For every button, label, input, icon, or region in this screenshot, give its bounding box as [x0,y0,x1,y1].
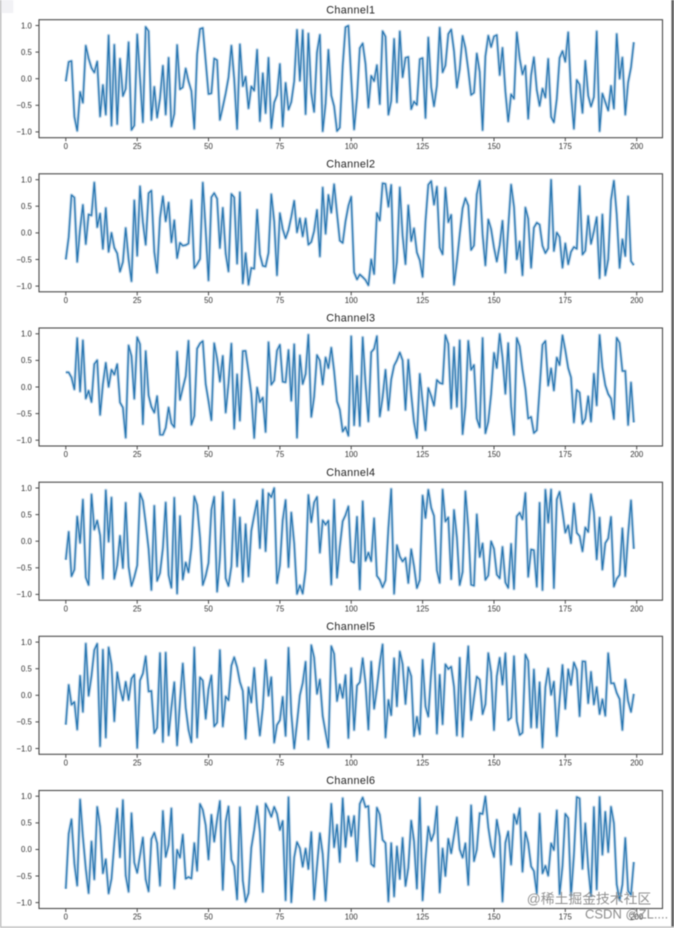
svg-text:100: 100 [345,450,359,459]
svg-text:75: 75 [276,142,285,151]
svg-text:0.0: 0.0 [21,845,33,854]
svg-text:200: 200 [630,450,644,459]
svg-text:−1.0: −1.0 [16,436,32,445]
svg-text:100: 100 [345,142,359,151]
svg-text:0.0: 0.0 [21,75,33,84]
svg-text:125: 125 [416,450,430,459]
svg-text:1.0: 1.0 [21,792,33,801]
svg-text:0.0: 0.0 [21,691,33,700]
svg-text:0.5: 0.5 [21,356,33,365]
svg-text:125: 125 [416,142,430,151]
svg-text:0: 0 [64,296,69,305]
svg-text:Channel6: Channel6 [326,775,375,787]
svg-text:175: 175 [559,604,573,613]
svg-text:−1.0: −1.0 [16,590,32,599]
svg-text:150: 150 [487,296,501,305]
svg-text:25: 25 [133,296,142,305]
svg-text:50: 50 [204,913,213,922]
svg-text:75: 75 [276,759,285,768]
svg-text:0.5: 0.5 [21,48,33,57]
svg-text:−0.5: −0.5 [16,718,32,727]
svg-text:100: 100 [345,759,359,768]
svg-text:100: 100 [345,604,359,613]
svg-text:0: 0 [64,913,69,922]
svg-text:0.0: 0.0 [21,383,33,392]
svg-text:−0.5: −0.5 [16,564,32,573]
svg-text:150: 150 [487,913,501,922]
svg-text:0.5: 0.5 [21,665,33,674]
svg-text:175: 175 [559,142,573,151]
svg-text:1.0: 1.0 [21,638,33,647]
svg-text:75: 75 [276,604,285,613]
svg-text:150: 150 [487,759,501,768]
svg-text:0.5: 0.5 [21,819,33,828]
svg-text:1.0: 1.0 [21,330,33,339]
svg-text:−0.5: −0.5 [16,255,32,264]
svg-text:−1.0: −1.0 [16,898,32,907]
svg-text:100: 100 [345,296,359,305]
svg-text:125: 125 [416,913,430,922]
svg-text:75: 75 [276,913,285,922]
svg-text:−1.0: −1.0 [16,744,32,753]
svg-text:Channel5: Channel5 [326,621,375,633]
svg-text:@稀土掘金技术社区: @稀土掘金技术社区 [527,892,652,907]
svg-text:75: 75 [276,450,285,459]
svg-text:200: 200 [630,759,644,768]
svg-text:100: 100 [345,913,359,922]
svg-text:0: 0 [64,759,69,768]
svg-text:150: 150 [487,450,501,459]
svg-text:−1.0: −1.0 [16,282,32,291]
svg-text:25: 25 [133,142,142,151]
svg-text:0: 0 [64,142,69,151]
svg-text:50: 50 [204,450,213,459]
svg-text:25: 25 [133,913,142,922]
svg-text:0.5: 0.5 [21,510,33,519]
svg-text:175: 175 [559,913,573,922]
svg-text:25: 25 [133,450,142,459]
svg-text:0: 0 [64,604,69,613]
svg-text:175: 175 [559,759,573,768]
svg-text:−0.5: −0.5 [16,101,32,110]
svg-text:50: 50 [204,296,213,305]
svg-text:50: 50 [204,604,213,613]
svg-text:150: 150 [487,142,501,151]
svg-text:1.0: 1.0 [21,484,33,493]
svg-text:1.0: 1.0 [21,176,33,185]
svg-text:125: 125 [416,759,430,768]
svg-text:Channel4: Channel4 [326,467,375,479]
svg-text:1.0: 1.0 [21,21,33,30]
svg-text:200: 200 [630,604,644,613]
svg-text:150: 150 [487,604,501,613]
svg-text:200: 200 [630,913,644,922]
svg-text:−1.0: −1.0 [16,128,32,137]
svg-text:125: 125 [416,604,430,613]
svg-text:Channel2: Channel2 [326,159,375,171]
svg-text:0.0: 0.0 [21,229,33,238]
svg-text:−0.5: −0.5 [16,872,32,881]
svg-text:0.0: 0.0 [21,537,33,546]
svg-text:175: 175 [559,296,573,305]
svg-text:Channel1: Channel1 [326,4,375,16]
svg-text:0: 0 [64,450,69,459]
svg-text:25: 25 [133,759,142,768]
svg-text:75: 75 [276,296,285,305]
svg-text:200: 200 [630,296,644,305]
svg-text:25: 25 [133,604,142,613]
svg-text:−0.5: −0.5 [16,409,32,418]
svg-text:200: 200 [630,142,644,151]
svg-text:125: 125 [416,296,430,305]
svg-text:175: 175 [559,450,573,459]
svg-text:CSDN @ZL....: CSDN @ZL.... [585,907,668,922]
svg-text:50: 50 [204,759,213,768]
svg-text:50: 50 [204,142,213,151]
svg-text:0.5: 0.5 [21,202,33,211]
svg-text:Channel3: Channel3 [326,313,375,325]
